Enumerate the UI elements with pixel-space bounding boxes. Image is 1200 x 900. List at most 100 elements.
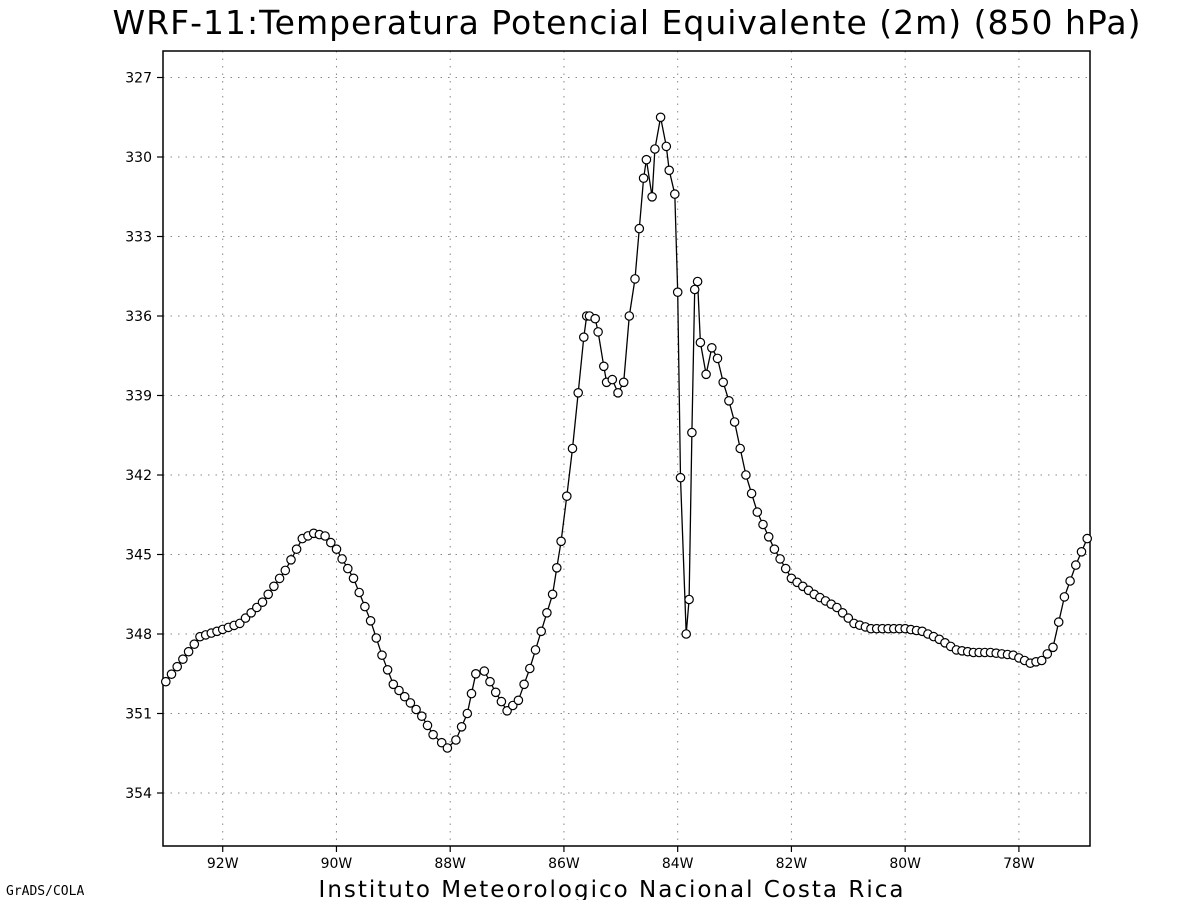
data-point: [573, 387, 583, 398]
data-point: [291, 544, 302, 554]
y-tick-label: 336: [125, 309, 152, 325]
grid: [163, 51, 1090, 846]
data-point: [695, 337, 706, 348]
chart-title: WRF-11:Temperatura Potencial Equivalente…: [113, 3, 1142, 42]
y-tick-label: 333: [125, 230, 152, 246]
data-point: [669, 189, 680, 199]
data-point: [729, 417, 740, 427]
data-point: [394, 685, 404, 696]
data-point: [513, 695, 524, 706]
data-point: [462, 708, 473, 719]
data-point: [519, 679, 529, 690]
data-point: [172, 661, 182, 672]
data-point: [405, 698, 416, 708]
data-point: [551, 562, 562, 573]
y-axis: 327 330 333 336 339 342 345 348 351 354: [125, 71, 163, 802]
data-point: [578, 332, 589, 342]
data-point: [542, 607, 552, 618]
data-point: [672, 287, 683, 297]
x-tick-label: 86W: [548, 856, 580, 872]
data-point: [561, 491, 572, 501]
data-point: [630, 274, 640, 284]
data-point: [166, 669, 177, 679]
data-point: [837, 607, 848, 618]
data-point: [675, 472, 686, 483]
data-point: [735, 443, 745, 454]
data-point: [502, 705, 512, 716]
data-point: [235, 618, 245, 629]
data-point: [183, 646, 194, 657]
data-point: [655, 112, 666, 123]
data-point: [320, 531, 330, 541]
data-point: [399, 691, 410, 702]
data-point: [479, 666, 490, 676]
data-point: [536, 626, 546, 637]
y-tick-label: 342: [125, 468, 152, 484]
data-point: [388, 679, 399, 690]
data-point: [763, 531, 774, 542]
grads-cola-label: GrADS/COLA: [6, 884, 84, 899]
data-point: [1053, 617, 1064, 627]
data-point: [624, 311, 635, 321]
data-point: [1036, 655, 1047, 666]
data-point: [775, 554, 785, 564]
data-point: [724, 395, 734, 406]
data-point: [530, 645, 541, 655]
data-point: [593, 327, 603, 337]
data-point: [251, 602, 262, 613]
data-point: [634, 223, 645, 234]
data-point: [436, 737, 447, 748]
x-tick-label: 88W: [434, 856, 466, 872]
data-point: [337, 554, 347, 564]
data-point: [442, 743, 453, 753]
x-tick-label: 82W: [776, 856, 808, 872]
data-point: [371, 633, 382, 643]
data-point: [701, 369, 711, 380]
y-tick-label: 339: [125, 389, 152, 405]
data-point: [360, 601, 370, 612]
data-point: [681, 629, 691, 639]
series-line: [165, 117, 1088, 749]
data-point: [752, 507, 763, 517]
y-tick-label: 330: [125, 150, 152, 166]
data-point: [466, 688, 477, 699]
y-tick-label: 345: [125, 548, 152, 564]
series-0: [161, 112, 1092, 753]
data-point: [647, 192, 657, 202]
data-point: [348, 573, 359, 584]
data-point: [692, 276, 703, 287]
data-point: [274, 573, 285, 584]
y-tick-label: 351: [125, 707, 152, 723]
data-point: [567, 443, 578, 454]
data-point: [607, 374, 618, 385]
x-tick-label: 92W: [207, 856, 239, 872]
data-point: [342, 563, 353, 574]
y-tick-label: 327: [125, 71, 152, 87]
x-axis: 92W 90W 88W 86W 84W 82W 80W 78W: [207, 846, 1035, 872]
x-tick-label: 80W: [889, 856, 921, 872]
data-point: [687, 427, 697, 438]
data-point: [1076, 546, 1087, 557]
data-point: [286, 554, 296, 565]
data-point: [331, 544, 342, 554]
data-point: [470, 668, 481, 679]
data-point: [354, 587, 364, 598]
data-point: [422, 720, 433, 731]
data-point: [638, 173, 649, 183]
data-point: [718, 377, 728, 388]
data-point: [758, 519, 768, 530]
data-point: [240, 613, 251, 623]
data-point: [365, 615, 376, 626]
data-point: [524, 663, 535, 674]
data-point: [641, 154, 652, 165]
data-point: [451, 735, 461, 745]
plot-frame: [162, 50, 1091, 847]
data-point: [377, 650, 387, 660]
data-point: [712, 353, 723, 364]
data-point: [780, 563, 791, 574]
data-point: [769, 544, 780, 554]
data-point: [161, 676, 171, 687]
data-point: [556, 536, 566, 547]
data-point: [598, 361, 609, 372]
data-point: [496, 696, 507, 707]
